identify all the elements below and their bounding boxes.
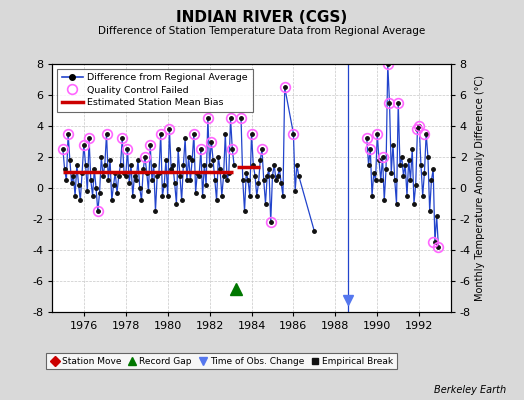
Legend: Difference from Regional Average, Quality Control Failed, Estimated Station Mean: Difference from Regional Average, Qualit…	[57, 69, 253, 112]
Legend: Station Move, Record Gap, Time of Obs. Change, Empirical Break: Station Move, Record Gap, Time of Obs. C…	[47, 353, 397, 370]
Text: Berkeley Earth: Berkeley Earth	[433, 385, 506, 395]
Y-axis label: Monthly Temperature Anomaly Difference (°C): Monthly Temperature Anomaly Difference (…	[475, 75, 485, 301]
Text: INDIAN RIVER (CGS): INDIAN RIVER (CGS)	[177, 10, 347, 25]
Text: Difference of Station Temperature Data from Regional Average: Difference of Station Temperature Data f…	[99, 26, 425, 36]
